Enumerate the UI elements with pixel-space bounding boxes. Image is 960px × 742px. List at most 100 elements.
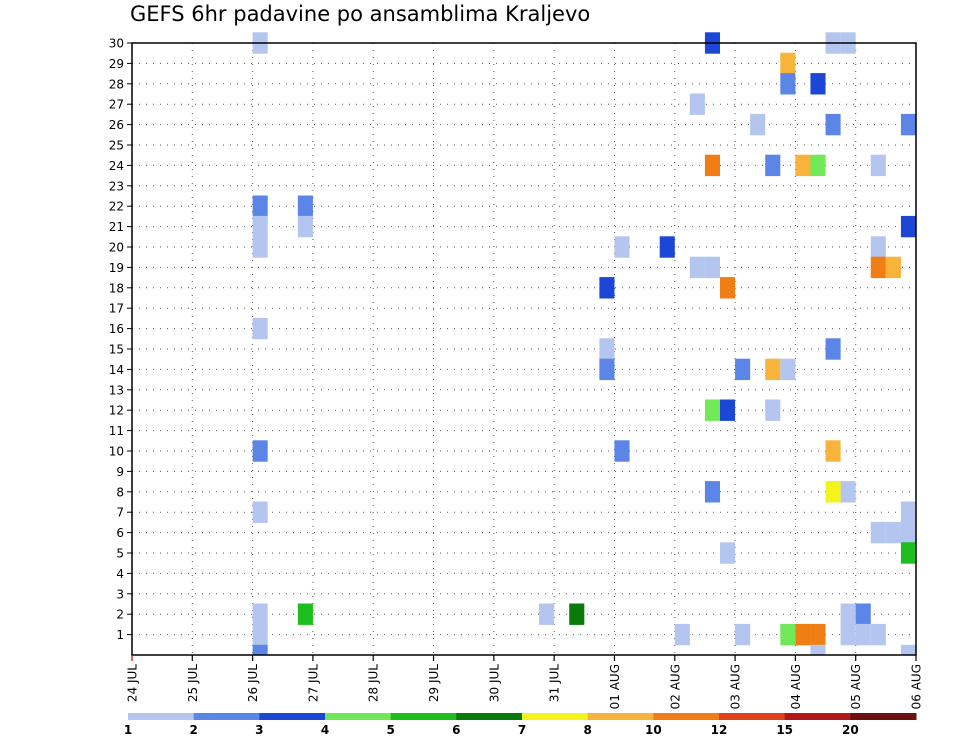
heatmap-cell [614, 236, 630, 258]
colorbar-swatch [587, 713, 654, 720]
heatmap-cell [252, 501, 268, 523]
y-tick-label: 20 [109, 241, 124, 255]
heatmap-cell [810, 154, 826, 177]
heatmap-cell [825, 338, 841, 360]
y-tick-label: 22 [109, 200, 124, 214]
colorbar-swatch [193, 713, 260, 720]
heatmap-cell [825, 440, 841, 462]
y-tick-label: 15 [109, 343, 124, 357]
y-tick-label: 14 [109, 363, 124, 377]
heatmap-cell [704, 256, 720, 279]
heatmap-cell [825, 113, 841, 136]
x-tick-label: 02 AUG [668, 664, 682, 709]
colorbar-swatch [325, 713, 392, 720]
x-tick-label: 04 AUG [789, 664, 803, 709]
heatmap-cell [297, 215, 313, 238]
heatmap-cell [765, 358, 781, 381]
colorbar-label: 6 [452, 723, 460, 737]
x-tick-label: 28 JUL [367, 664, 381, 702]
colorbar-label: 12 [711, 723, 728, 737]
colorbar-swatch [522, 713, 589, 720]
colorbar-label: 2 [189, 723, 197, 737]
heatmap-cell [689, 93, 705, 115]
heatmap-cell [870, 521, 886, 544]
colorbar-swatch [719, 713, 786, 720]
y-tick-label: 8 [116, 485, 124, 499]
y-tick-label: 1 [116, 628, 124, 642]
heatmap-cell [780, 358, 796, 381]
x-tick-label: 29 JUL [427, 664, 441, 702]
x-tick-label: 06 AUG [910, 664, 924, 709]
heatmap-cell [855, 603, 871, 625]
y-tick-label: 5 [116, 547, 124, 561]
y-tick-label: 3 [116, 587, 124, 601]
x-tick-label: 27 JUL [306, 664, 320, 702]
heatmap-cell [810, 644, 826, 655]
x-axis: 24 JUL 25 JUL 26 JUL 27 JUL 28 JUL 29 JUL 30 J… [126, 655, 924, 709]
heatmap-cell [297, 603, 313, 625]
heatmap-cell [599, 338, 615, 360]
heatmap-cell [840, 481, 856, 503]
heatmap-cell [870, 256, 886, 279]
y-tick-label: 30 [109, 37, 124, 51]
heatmap-cell [765, 154, 781, 177]
heatmap-cell [795, 154, 811, 177]
heatmap-cell [539, 603, 555, 625]
heatmap-cell [252, 195, 268, 217]
x-tick-label: 05 AUG [849, 664, 863, 709]
y-tick-label: 16 [109, 322, 124, 336]
heatmap-cell [720, 542, 736, 564]
colorbar-swatch [259, 713, 326, 720]
colorbar-swatch [390, 713, 457, 720]
heatmap-cell [252, 236, 268, 258]
heatmap-cell [252, 644, 268, 655]
colorbar-label: 4 [321, 723, 329, 737]
y-tick-label: 2 [116, 608, 124, 622]
x-tick-label: 25 JUL [186, 664, 200, 702]
heatmap-cell [704, 399, 720, 421]
heatmap-cell [569, 603, 585, 625]
heatmap-cell [252, 317, 268, 340]
colorbar-label: 15 [776, 723, 793, 737]
heatmap-cell [810, 623, 826, 646]
colorbar-label: 10 [645, 723, 662, 737]
colorbar-label: 20 [842, 723, 859, 737]
y-tick-label: 24 [109, 159, 124, 173]
colorbar-swatch [850, 713, 917, 720]
y-tick-label: 9 [116, 465, 124, 479]
x-tick-label: 01 AUG [608, 664, 622, 709]
heatmap-cell [252, 440, 268, 462]
x-tick-label: 30 JUL [487, 664, 501, 702]
heatmap-cell [750, 113, 766, 136]
y-tick-label: 26 [109, 118, 124, 132]
colorbar-swatch [784, 713, 851, 720]
heatmap-cell [840, 603, 856, 625]
heatmap-cell [252, 215, 268, 238]
heatmap-cell [674, 623, 690, 646]
heatmap-cell [900, 215, 916, 238]
heatmap-cell [870, 623, 886, 646]
heatmap-cell [855, 623, 871, 646]
heatmap-cell [659, 236, 675, 258]
heatmap-cell [765, 399, 781, 421]
y-tick-label: 13 [109, 383, 124, 397]
y-tick-label: 6 [116, 526, 124, 540]
y-tick-label: 10 [109, 445, 124, 459]
y-tick-label: 7 [116, 506, 124, 520]
heatmap-cell [704, 481, 720, 503]
heatmap-cell [870, 236, 886, 258]
heatmap-cell [780, 73, 796, 95]
heatmap-cell [704, 154, 720, 177]
heatmap-cell [900, 113, 916, 136]
colorbar-label: 5 [386, 723, 394, 737]
y-tick-label: 25 [109, 139, 124, 153]
colorbar-swatch [128, 713, 195, 720]
heatmap-cell [885, 521, 901, 544]
heatmap-cell [900, 644, 916, 655]
heatmap-cells [252, 32, 916, 655]
y-tick-label: 21 [109, 220, 124, 234]
heatmap-cell [780, 623, 796, 646]
y-tick-label: 12 [109, 404, 124, 418]
x-tick-label: 24 JUL [126, 664, 140, 702]
